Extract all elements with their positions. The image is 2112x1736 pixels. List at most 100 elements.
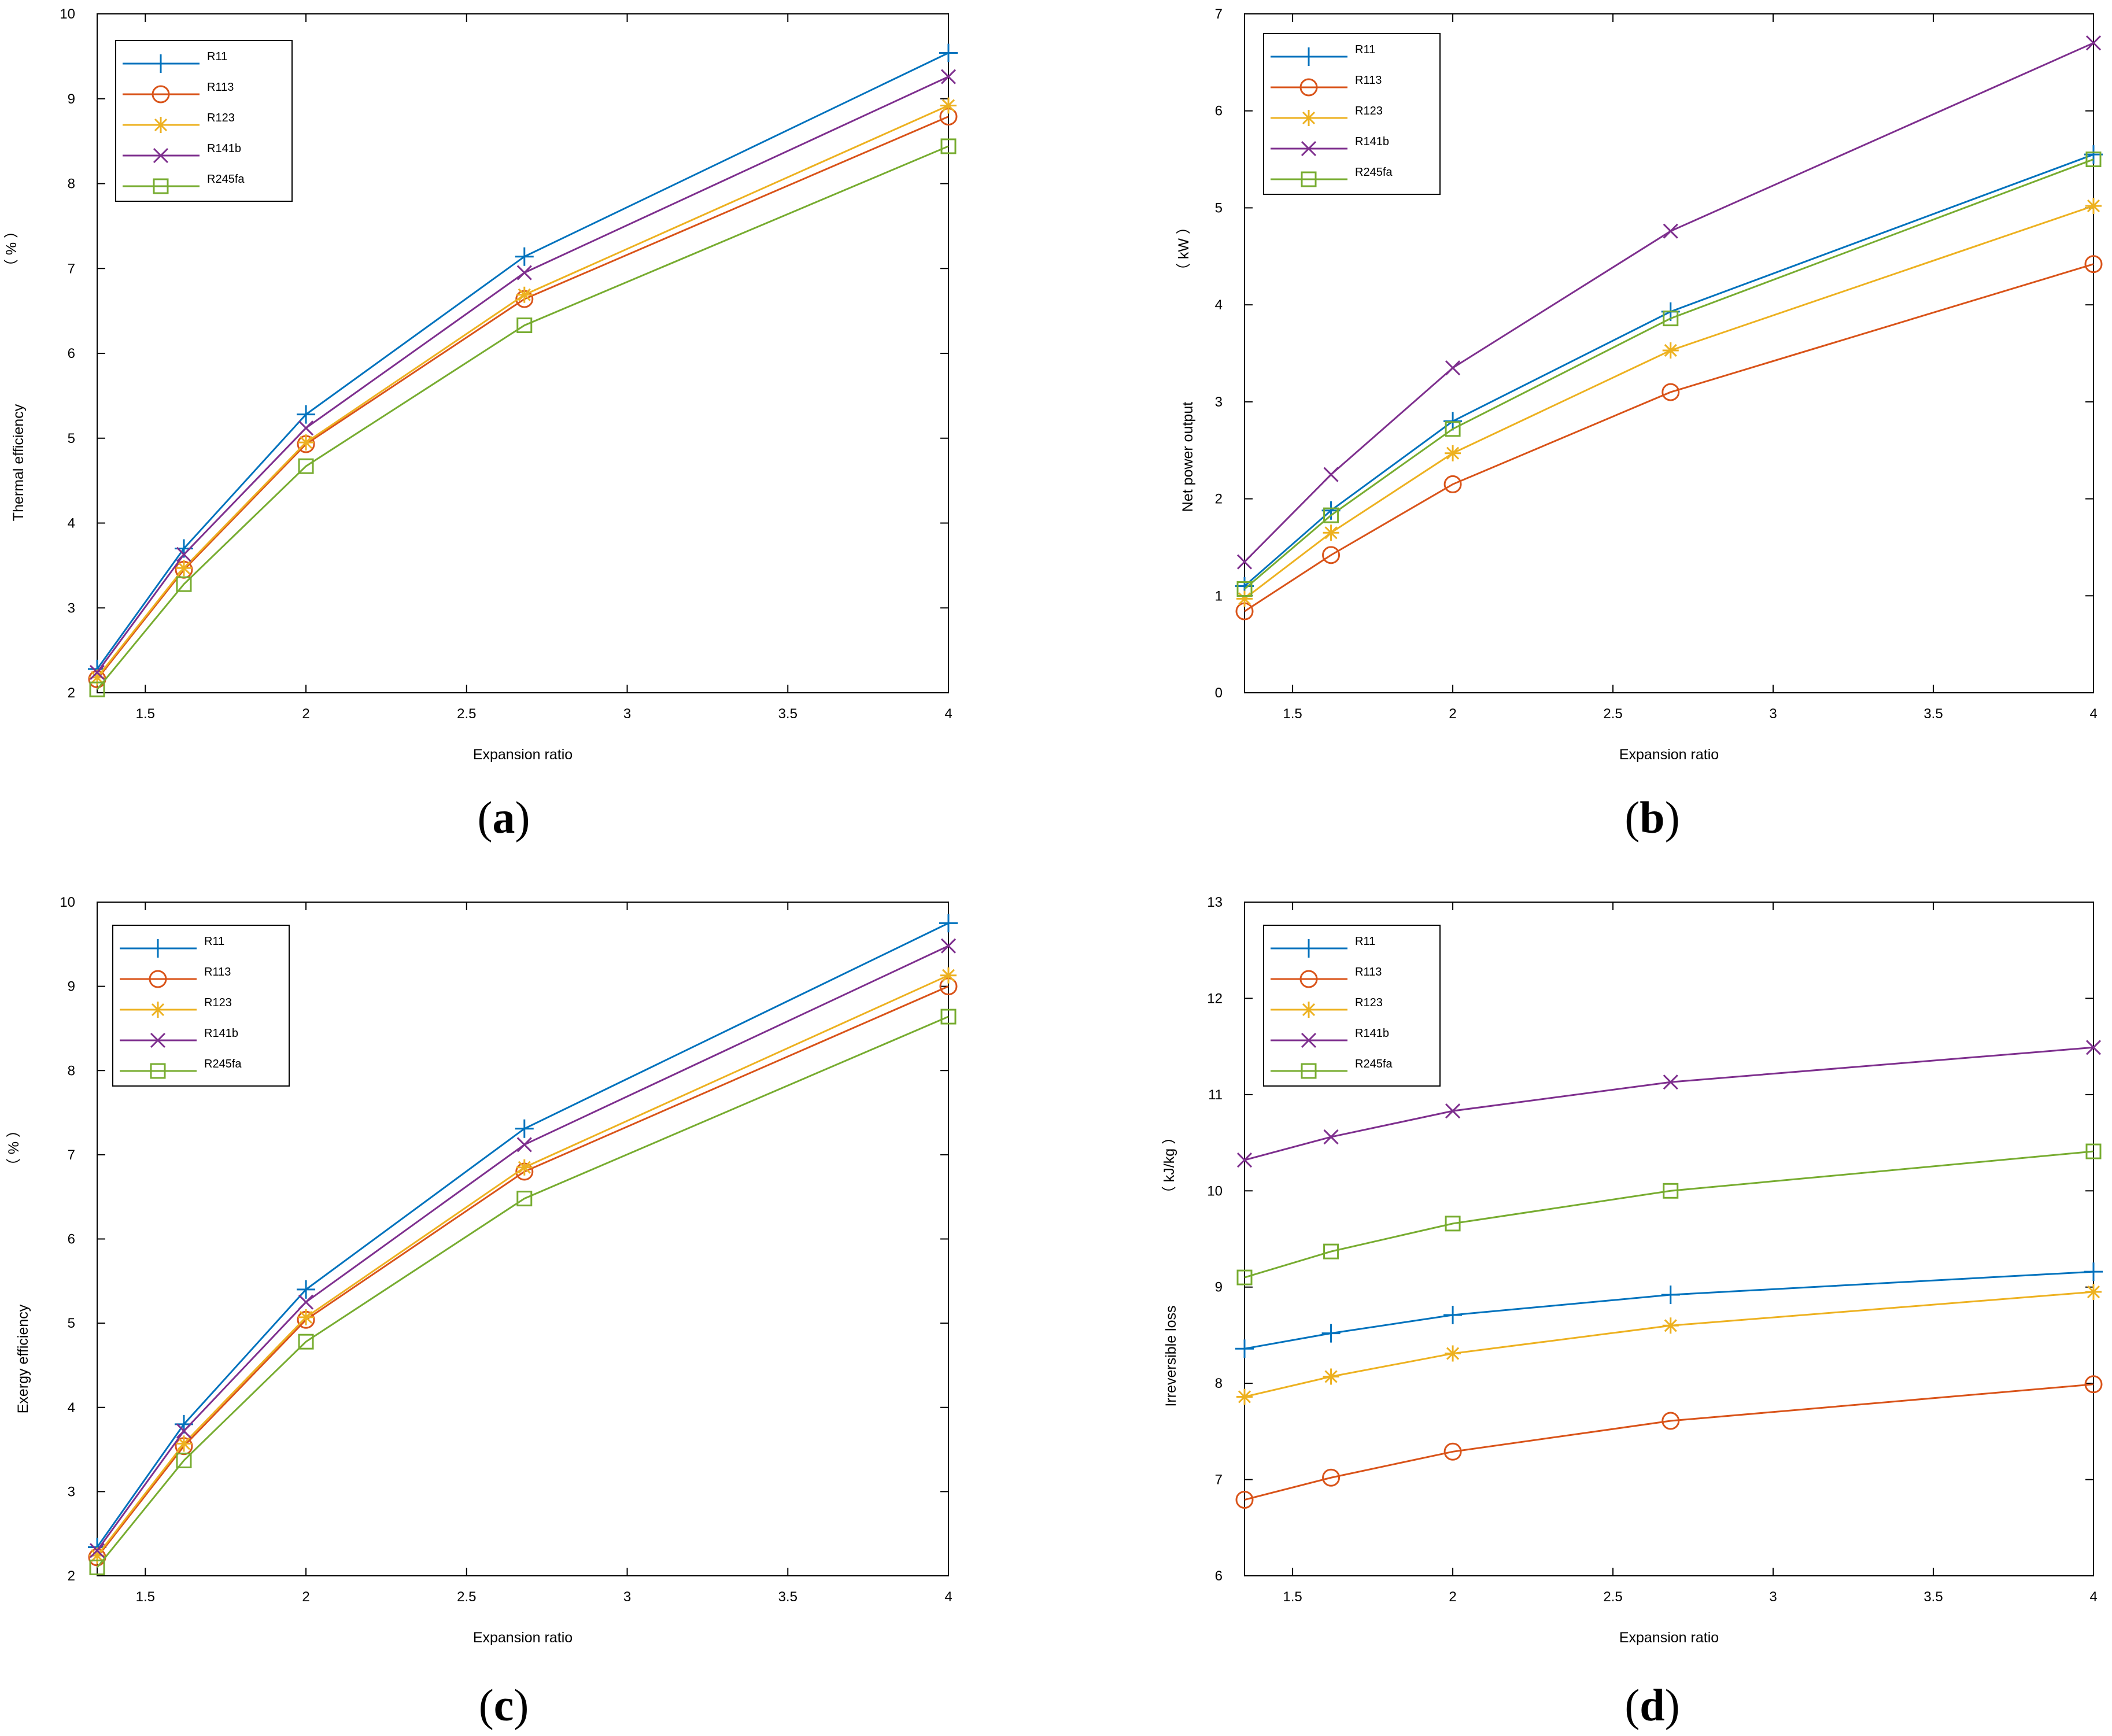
legend-label-r141b: R141b xyxy=(1355,1027,1389,1040)
legend-box xyxy=(115,40,293,202)
data-point-r123 xyxy=(1323,525,1339,541)
y-tick-label: 10 xyxy=(60,6,75,22)
y-tick-label: 6 xyxy=(1215,1568,1223,1584)
x-tick-label: 1.5 xyxy=(136,1589,155,1605)
panel-label-d: (d) xyxy=(1624,1680,1679,1730)
legend-box xyxy=(1263,925,1441,1087)
data-point-r245fa xyxy=(298,1334,314,1350)
data-point-r11 xyxy=(297,1280,316,1299)
x-tick-label: 1.5 xyxy=(1283,706,1302,722)
y-tick-label: 5 xyxy=(68,431,75,446)
legend-box xyxy=(1263,33,1441,195)
data-point-r141b xyxy=(176,1423,192,1439)
legend-label-r123: R123 xyxy=(207,112,235,124)
panel-label-b: (b) xyxy=(1624,792,1679,843)
y-tick-label: 7 xyxy=(1215,6,1223,22)
data-point-r113 xyxy=(1661,1412,1680,1430)
data-point-r245fa xyxy=(89,681,105,697)
data-point-r123 xyxy=(298,1309,315,1325)
legend-marker-r245fa xyxy=(1301,1063,1317,1079)
legend-marker-r11 xyxy=(152,54,170,73)
panel-label-a: (a) xyxy=(478,792,530,843)
data-point-r123 xyxy=(1236,1388,1253,1405)
y-tick-label: 8 xyxy=(68,1063,75,1078)
legend-marker-r245fa xyxy=(150,1063,166,1079)
chart-panel-c: 1.5 2 2.5 3 3.5 4 2 3 4 5 6 7 8 9 10 Expansion ratio Exe… xyxy=(6,895,958,1646)
legend-marker-r113 xyxy=(152,85,170,104)
x-tick-label: 3 xyxy=(1769,1589,1777,1605)
legend-label-r245fa: R245fa xyxy=(207,173,245,186)
legend-label-r123: R123 xyxy=(204,996,232,1009)
x-tick-label: 2 xyxy=(302,1589,309,1605)
data-point-r141b xyxy=(1323,1129,1339,1145)
x-tick-label: 4 xyxy=(944,1589,952,1605)
data-point-r141b xyxy=(298,1294,314,1310)
data-point-r123 xyxy=(516,286,533,303)
legend: R11 R113 R123 R141b R245fa xyxy=(112,925,290,1087)
chart-panel-a: 1.5 2 2.5 3 3.5 4 2 3 4 5 6 7 8 9 10 Expansion ratio The… xyxy=(3,6,958,763)
x-tick-label: 3.5 xyxy=(778,1589,797,1605)
data-point-r141b xyxy=(1445,1103,1461,1119)
legend-marker-r141b xyxy=(1301,141,1317,157)
x-axis-label: Expansion ratio xyxy=(473,1630,573,1646)
legend-label-r123: R123 xyxy=(1355,105,1383,117)
y-tick-label: 8 xyxy=(68,176,75,192)
data-point-r245fa xyxy=(298,458,314,474)
legend-label-r113: R113 xyxy=(1355,74,1382,87)
data-point-r123 xyxy=(2085,198,2102,215)
data-point-r245fa xyxy=(1663,311,1679,327)
data-point-r123 xyxy=(940,967,957,984)
legend-label-r11: R11 xyxy=(204,935,224,948)
y-tick-label: 5 xyxy=(68,1316,75,1331)
legend-marker-r123 xyxy=(1301,1002,1317,1018)
legend-label-r11: R11 xyxy=(207,50,227,63)
data-point-r141b xyxy=(516,265,532,280)
data-point-r141b xyxy=(940,69,957,84)
legend-label-r141b: R141b xyxy=(1355,135,1389,148)
legend-label-r141b: R141b xyxy=(204,1027,238,1040)
x-tick-label: 3 xyxy=(623,706,631,722)
legend-marker-r113 xyxy=(1299,970,1318,988)
data-point-r141b xyxy=(89,1543,105,1558)
legend-label-r245fa: R245fa xyxy=(204,1058,242,1070)
data-point-r11 xyxy=(515,247,534,266)
legend-label-r141b: R141b xyxy=(207,142,241,155)
x-tick-label: 4 xyxy=(944,706,952,722)
data-point-r11 xyxy=(1443,1305,1463,1324)
legend-label-r245fa: R245fa xyxy=(1355,1058,1393,1070)
y-axis-label: Irreversible loss xyxy=(1163,1305,1179,1406)
data-point-r123 xyxy=(2085,1284,2102,1301)
data-point-r245fa xyxy=(940,1009,957,1025)
data-point-r123 xyxy=(1445,1345,1461,1362)
y-tick-label: 3 xyxy=(1215,394,1223,410)
legend-box xyxy=(112,925,290,1087)
legend-marker-r123 xyxy=(1301,110,1317,126)
x-tick-label: 3.5 xyxy=(778,706,797,722)
data-point-r11 xyxy=(1321,1324,1341,1343)
data-point-r245fa xyxy=(1323,1243,1339,1259)
y-tick-label: 9 xyxy=(1215,1280,1223,1295)
y-tick-label: 9 xyxy=(68,979,75,995)
series-line-r113 xyxy=(1244,1383,2094,1501)
legend-marker-r245fa xyxy=(153,178,169,194)
plot-area-frame xyxy=(1244,13,2094,693)
legend: R11 R113 R123 R141b R245fa xyxy=(115,40,293,202)
data-point-r245fa xyxy=(2085,152,2102,168)
x-tick-label: 3.5 xyxy=(1923,706,1943,722)
data-point-r123 xyxy=(89,669,105,686)
legend-marker-r11 xyxy=(1299,939,1318,958)
data-point-r11 xyxy=(1661,1286,1680,1305)
y-tick-label: 3 xyxy=(68,600,75,616)
y-tick-label: 0 xyxy=(1215,685,1223,701)
x-tick-label: 2 xyxy=(1449,706,1456,722)
data-point-r123 xyxy=(516,1159,533,1176)
series-line-r11 xyxy=(1244,153,2094,587)
legend-marker-r245fa xyxy=(1301,171,1317,187)
y-axis-label: Thermal efficiency xyxy=(10,404,27,521)
x-tick-label: 3 xyxy=(1769,706,1777,722)
legend-marker-r11 xyxy=(1299,47,1318,66)
data-point-r141b xyxy=(89,664,105,680)
data-point-r141b xyxy=(1445,360,1461,376)
data-point-r123 xyxy=(1323,1368,1339,1385)
y-tick-label: 2 xyxy=(68,685,75,701)
